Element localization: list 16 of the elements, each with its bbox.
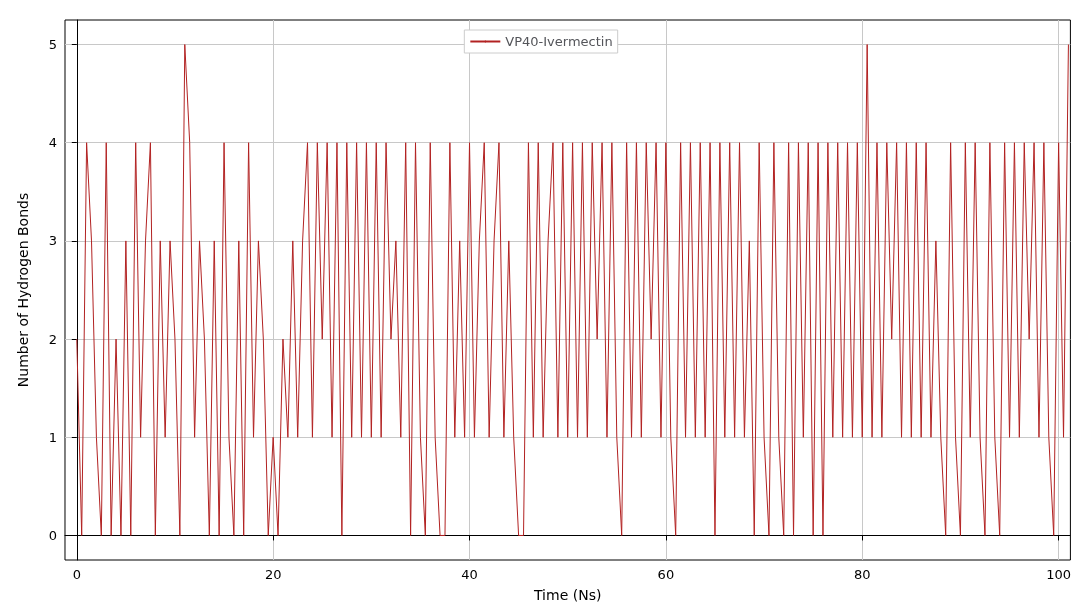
x-tick-label: 80: [853, 567, 871, 582]
x-tick-label: 20: [264, 567, 282, 582]
x-tick-label: 60: [657, 567, 675, 582]
y-tick-label: 1: [48, 429, 57, 445]
x-tick-label: 40: [461, 567, 478, 582]
legend-label: VP40-Ivermectin: [505, 34, 613, 49]
x-axis-title: Time (Ns): [533, 587, 602, 603]
y-tick-label: 0: [48, 527, 57, 543]
x-tick-label: 0: [72, 567, 81, 582]
y-tick-label: 5: [48, 37, 57, 53]
y-tick-label: 3: [48, 233, 57, 249]
y-axis-title: Number of Hydrogen Bonds: [15, 192, 31, 388]
y-tick-label: 4: [48, 135, 57, 151]
y-tick-label: 2: [48, 331, 57, 347]
x-tick-label: 100: [1046, 567, 1072, 582]
line-series: [76, 44, 1069, 536]
